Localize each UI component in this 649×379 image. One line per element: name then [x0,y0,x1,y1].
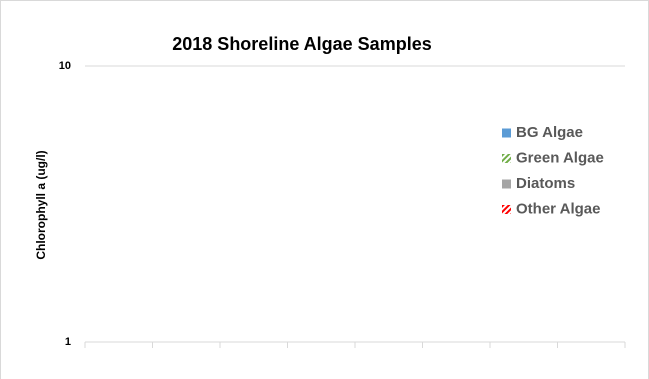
y-tick-label: 10 [59,60,71,72]
legend-swatch [502,179,511,189]
legend-label: Green Algae [516,149,604,166]
legend-label: Diatoms [516,175,575,192]
legend-swatch [502,205,511,214]
legend-swatch [502,154,511,163]
y-tick-label: 1 [65,336,71,348]
chart-title: 2018 Shoreline Algae Samples [172,34,431,54]
legend-swatch [502,128,511,138]
legend-label: Other Algae [516,200,600,217]
legend-label: BG Algae [516,124,583,141]
y-axis-label: Chlorophyll a (ug/l) [34,150,48,259]
